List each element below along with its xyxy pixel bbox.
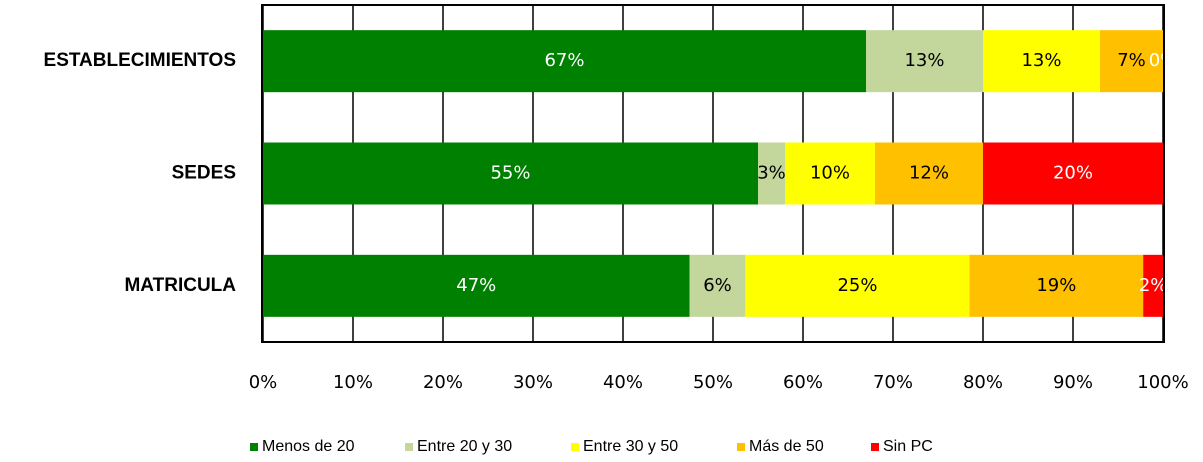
data-label: 2% xyxy=(1139,275,1168,296)
x-tick-label: 90% xyxy=(1053,372,1093,393)
x-tick-label: 80% xyxy=(963,372,1003,393)
legend-marker xyxy=(871,443,879,451)
x-tick-label: 70% xyxy=(873,372,913,393)
data-label: 12% xyxy=(909,163,949,184)
data-label: 3% xyxy=(757,163,786,184)
legend-label: Entre 30 y 50 xyxy=(583,438,678,455)
legend-label: Más de 50 xyxy=(749,438,824,455)
bar-segment xyxy=(1100,30,1163,93)
legend-marker xyxy=(250,443,258,451)
data-label: 13% xyxy=(904,50,944,71)
data-label: 6% xyxy=(703,275,732,296)
plot-frame xyxy=(261,4,1165,343)
legend-label: Sin PC xyxy=(883,438,933,455)
legend-label: Menos de 20 xyxy=(262,438,355,455)
bar-segment xyxy=(758,142,785,205)
data-label: 19% xyxy=(1036,275,1076,296)
data-label: 47% xyxy=(456,275,496,296)
bar-segment xyxy=(969,254,1144,317)
x-tick-label: 10% xyxy=(333,372,373,393)
x-tick-label: 50% xyxy=(693,372,733,393)
legend-marker xyxy=(571,443,579,451)
legend-marker xyxy=(737,443,745,451)
data-label: 10% xyxy=(810,163,850,184)
x-tick-label: 60% xyxy=(783,372,823,393)
bar-segment xyxy=(263,142,758,205)
bar-segment xyxy=(689,254,746,317)
bar-segment xyxy=(875,142,983,205)
bar-segment xyxy=(983,142,1163,205)
data-label: 13% xyxy=(1021,50,1061,71)
legend-label: Entre 20 y 30 xyxy=(417,438,512,455)
data-label: 20% xyxy=(1053,163,1093,184)
bar-segment xyxy=(1143,254,1163,317)
y-tick-label: ESTABLECIMIENTOS xyxy=(44,50,236,71)
x-tick-label: 0% xyxy=(249,372,278,393)
legend-marker xyxy=(405,443,413,451)
bar-segment xyxy=(263,30,866,93)
bar-segment xyxy=(866,30,983,93)
x-tick-label: 20% xyxy=(423,372,463,393)
data-label: 7% xyxy=(1117,50,1146,71)
data-label: 25% xyxy=(837,275,877,296)
bar-segment xyxy=(785,142,875,205)
data-label: 55% xyxy=(490,163,530,184)
x-tick-label: 30% xyxy=(513,372,553,393)
y-tick-label: SEDES xyxy=(172,163,236,184)
bar-segment xyxy=(983,30,1100,93)
x-tick-label: 40% xyxy=(603,372,643,393)
bar-segment xyxy=(263,254,690,317)
data-label: 67% xyxy=(544,50,584,71)
bar-segment xyxy=(745,254,970,317)
y-tick-label: MATRICULA xyxy=(124,275,236,296)
x-tick-label: 100% xyxy=(1137,372,1188,393)
